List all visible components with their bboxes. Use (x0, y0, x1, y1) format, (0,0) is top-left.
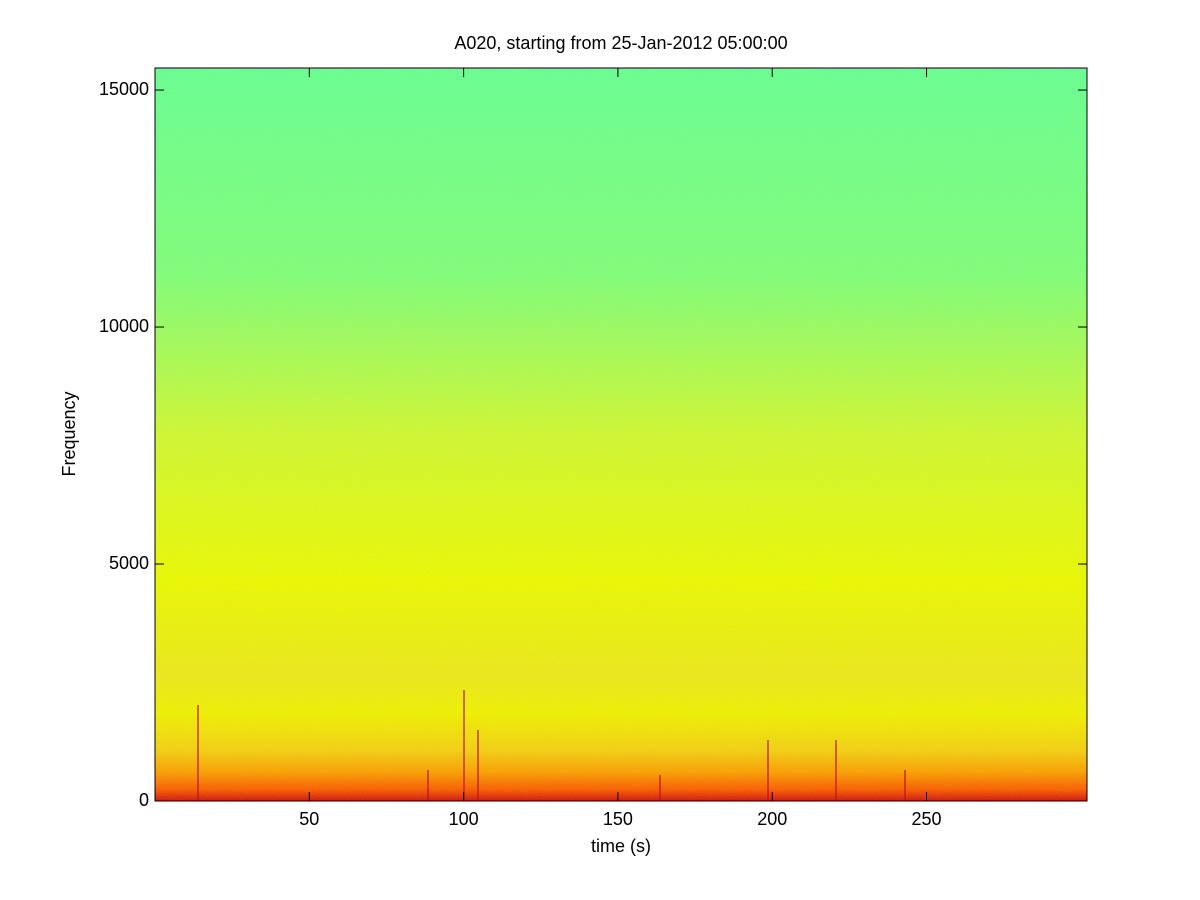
x-axis-label: time (s) (591, 836, 651, 856)
spectrogram-texture (155, 68, 1087, 801)
y-tick-label: 10000 (99, 316, 149, 336)
x-tick-label: 50 (299, 809, 319, 829)
y-tick-label: 15000 (99, 79, 149, 99)
y-tick-label: 5000 (109, 553, 149, 573)
chart-title: A020, starting from 25-Jan-2012 05:00:00 (454, 33, 787, 53)
y-tick-label: 0 (139, 790, 149, 810)
axes-box (154, 67, 1088, 802)
x-tick-label: 100 (449, 809, 479, 829)
spectrogram-streaks (197, 690, 906, 801)
x-tick-label: 250 (911, 809, 941, 829)
x-tick-label: 200 (757, 809, 787, 829)
y-axis-label: Frequency (59, 391, 79, 476)
x-tick-label: 150 (603, 809, 633, 829)
